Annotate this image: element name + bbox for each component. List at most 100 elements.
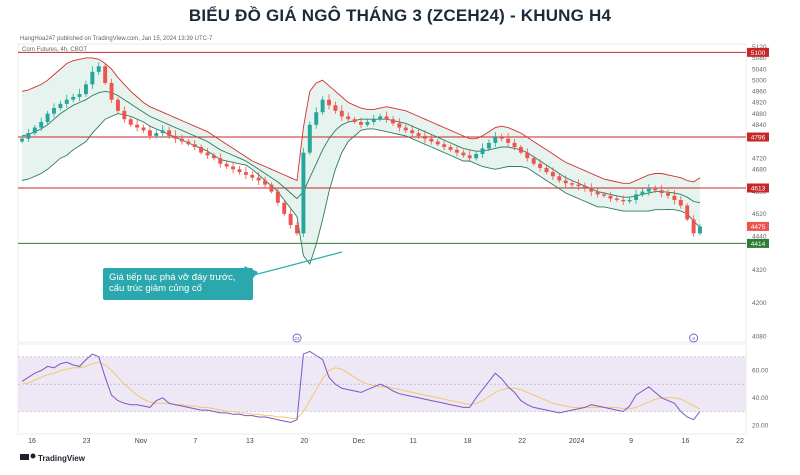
price-pane-frame [17,43,747,343]
candle-body [448,147,453,150]
candle-body [544,167,549,173]
candle-body [435,141,440,145]
level-label-4796: 4796 [751,135,766,142]
candle-body [563,180,568,184]
price-axis-tick: 4080 [752,334,767,341]
candle-body [410,130,415,134]
rsi-ma-line [21,361,701,419]
candle-body [602,194,607,196]
candle-body [314,112,319,125]
level-tag-4796 [747,132,769,142]
last-price-tag [747,221,769,231]
candle-body [250,174,255,178]
event-marker [689,333,699,343]
candle-body [653,188,658,191]
candle-body [646,188,651,192]
candle-body [179,138,184,142]
time-axis-tick: 20 [300,438,308,445]
price-axis-tick: 4960 [752,89,767,96]
rsi-axis-tick: 40.00 [752,395,769,402]
candle-body [26,133,31,139]
callout-arrow [249,251,343,277]
candle-body [275,191,280,203]
candle-body [186,141,191,145]
candle-body [576,184,581,187]
candle-body [352,119,357,122]
candle-body [678,199,683,206]
level-tag-5100 [747,47,769,57]
candle-body [77,94,82,97]
candle-body [141,127,146,131]
price-axis-tick: 5000 [752,77,767,84]
candle-body [218,158,223,164]
candle-body [512,142,517,148]
rsi-axis-tick: 20.00 [752,422,769,429]
candle-body [211,155,216,159]
candle-body [550,172,555,177]
time-axis-tick: 22 [736,438,744,445]
candle-body [506,138,511,143]
price-axis-tick: 4840 [752,122,767,129]
candle-body [90,71,95,85]
last-price-label: 4475 [751,224,766,231]
candle-body [307,124,312,153]
rsi-line [21,350,701,423]
candle-body [20,138,24,142]
candle-body [192,144,197,148]
candle-body [199,147,204,153]
candle-body [557,176,562,181]
candle-body [384,116,389,120]
candle-body [45,113,50,122]
candle-body [525,152,530,159]
candle-body [103,66,108,83]
price-axis-tick: 4880 [752,111,767,118]
candle-body [96,66,101,72]
candle-body [672,195,677,200]
candle-body [666,193,670,196]
candle-body [614,198,619,200]
time-axis-tick: 23 [83,438,91,445]
time-axis-tick: 16 [682,438,690,445]
symbol-text: Corn Futures, 4h, CBOT [22,47,87,53]
bollinger-upper-line [21,57,701,184]
candle-body [282,202,287,214]
bollinger-lower-line [21,113,701,265]
time-axis-tick: 9 [629,438,633,445]
time-axis-tick: 16 [28,438,36,445]
price-axis-tick: 4520 [752,211,767,218]
candle-body [288,213,293,226]
candle-body [122,110,127,120]
candle-body [243,172,248,175]
level-tag-4613 [747,183,769,193]
candle-body [135,124,140,128]
candle-body [147,130,152,136]
candle-body [154,133,159,136]
price-axis-tick: 4680 [752,167,767,174]
candle-body [531,158,536,164]
page-title: BIỂU ĐỒ GIÁ NGÔ THÁNG 3 (ZCEH24) - KHUNG… [188,6,612,25]
candle-body [109,82,114,100]
event-marker-label: 8 [692,336,695,341]
level-label-4613: 4613 [751,185,766,192]
price-axis-tick: 4320 [752,267,767,274]
candle-body [269,184,274,192]
candle-body [359,121,363,125]
candle-body [640,191,645,195]
candle-body [397,123,402,128]
price-axis-tick: 4920 [752,100,767,107]
candle-body [83,84,88,95]
candle-body [570,183,575,185]
candle-body [634,194,639,200]
candle-body [301,152,306,234]
candle-body [256,177,261,181]
candle-body [691,219,696,234]
price-axis-tick: 5120 [752,44,767,51]
candle-body [461,152,466,156]
candle-body [454,149,459,153]
candle-body [333,105,338,111]
event-marker [292,333,302,343]
candle-body [467,155,472,159]
candle-body [339,110,344,117]
candle-body [474,154,479,159]
